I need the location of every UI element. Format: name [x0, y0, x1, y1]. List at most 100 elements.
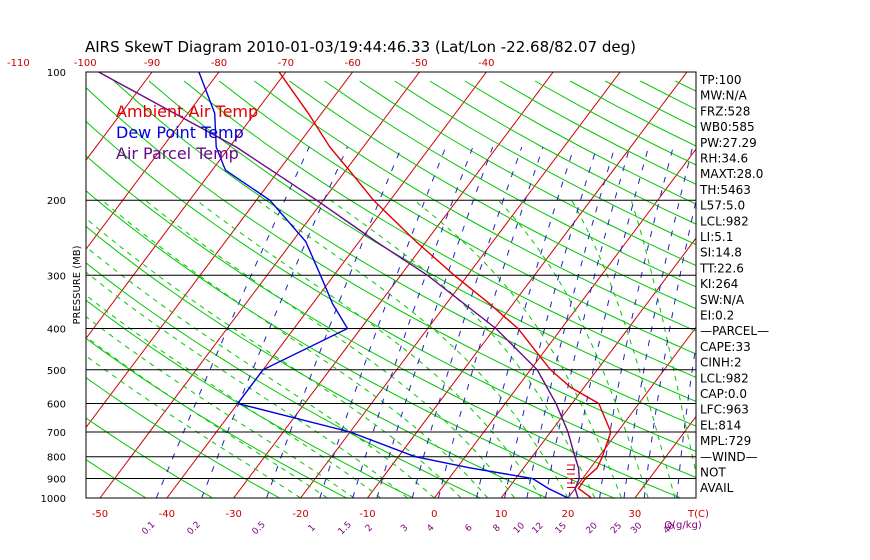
index-pw: PW:27.29	[700, 136, 757, 150]
dry-adiabat-line	[86, 337, 348, 498]
dry-adiabat-line	[218, 80, 696, 355]
index-wind: —WIND—	[700, 450, 758, 464]
bottom-tick-label: -40	[159, 509, 175, 520]
index-ei: EI:0.2	[700, 309, 734, 323]
dry-adiabat-line	[86, 299, 415, 498]
pressure-axis: 100 200 300 400 500 600 700 800 900 1000	[41, 68, 66, 505]
mixing-ratio-tick-label: 4	[425, 523, 436, 534]
index-sw: SW:N/A	[700, 293, 745, 307]
moist-adiabat-line	[101, 199, 489, 498]
index-wb0: WB0:585	[700, 120, 755, 134]
index-ki: KI:264	[700, 277, 738, 291]
index-parcel: —PARCEL—	[700, 324, 769, 338]
index-li: LI:5.1	[700, 230, 733, 244]
isotherm-line	[86, 72, 287, 340]
bottom-tick-label: -30	[226, 509, 242, 520]
mixing-ratio-line	[352, 146, 474, 498]
y-tick-label: 400	[47, 324, 66, 335]
temperature-unit-label: T(C)	[687, 509, 709, 520]
moist-adiabat-line	[86, 355, 301, 498]
dry-adiabat-grid	[0, 80, 870, 507]
bottom-tick-label: 30	[628, 509, 641, 520]
y-tick-label: 300	[47, 271, 66, 282]
dry-adiabat-line	[324, 80, 696, 288]
dry-adiabat-line	[86, 377, 281, 498]
series-line	[278, 72, 612, 498]
mixing-ratio-tick-label: 20	[585, 521, 600, 536]
index-tp: TP:100	[699, 73, 742, 87]
isotherm-line	[0, 72, 18, 498]
legend-entry: Air Parcel Temp	[116, 144, 239, 163]
dry-adiabat-line	[746, 81, 870, 507]
mixing-ratio-tick-label: 15	[554, 521, 569, 536]
y-tick-label: 900	[47, 475, 66, 486]
mixing-ratio-grid	[155, 146, 696, 498]
isotherm-line	[835, 72, 870, 498]
mixing-ratio-line	[599, 146, 674, 498]
index-lcl2: LCL:982	[700, 371, 749, 385]
index-not: NOT	[700, 466, 726, 480]
isotherm-grid	[0, 72, 870, 498]
dry-adiabat-line	[86, 225, 549, 498]
mixing-ratio-tick-label: 3	[399, 523, 410, 534]
isotherm-line	[433, 148, 696, 498]
mixing-ratio-tick-label: 12	[531, 521, 546, 536]
isotherm-line	[634, 415, 696, 498]
top-tick-label: -40	[478, 58, 494, 69]
y-tick-label: 1000	[41, 494, 66, 505]
mixing-ratio-line	[155, 146, 310, 498]
dry-adiabat-line	[499, 80, 696, 185]
dry-adiabat-line	[464, 80, 696, 205]
top-tick-label: -80	[211, 58, 227, 69]
profile-series	[98, 72, 612, 498]
index-lfc: LFC:963	[700, 403, 749, 417]
dry-adiabat-line	[86, 458, 147, 498]
mixing-ratio-tick-label: 2	[364, 523, 375, 534]
index-mw: MW:N/A	[700, 89, 748, 103]
y-tick-label: 700	[47, 428, 66, 439]
mixing-ratio-tick-label: 25	[609, 521, 624, 536]
index-l57: L57:5.0	[700, 199, 745, 213]
mixing-ratio-line	[623, 146, 694, 498]
y-tick-label: 800	[47, 453, 66, 464]
dry-adiabat-line	[359, 80, 696, 267]
dry-adiabat-line	[86, 155, 683, 498]
moist-adiabat-line	[86, 217, 462, 498]
dry-adiabat-line	[86, 417, 214, 498]
dry-adiabat-line	[289, 80, 696, 310]
dry-adiabat-line	[148, 80, 696, 402]
mixing-ratio-line	[266, 146, 402, 498]
top-tick-label: -90	[144, 58, 160, 69]
index-el: EL:814	[700, 418, 741, 432]
isotherm-line	[367, 72, 688, 498]
chart-title: AIRS SkewT Diagram 2010-01-03/19:44:46.3…	[85, 38, 636, 56]
mixing-ratio-unit-label: Q(g/kg)	[664, 520, 702, 531]
y-tick-label: 200	[47, 196, 66, 207]
index-maxt: MAXT:28.0	[700, 167, 763, 181]
top-tick-label: -100	[74, 58, 97, 69]
dry-adiabat-line	[254, 80, 696, 332]
mixing-ratio-line	[676, 342, 696, 498]
y-axis-label: PRESSURE (MB)	[72, 245, 83, 324]
mixing-ratio-line	[411, 146, 523, 498]
mixing-ratio-line	[526, 146, 616, 498]
dry-adiabat-line	[86, 120, 696, 478]
legend-entry: Ambient Air Temp	[116, 102, 258, 121]
isotherm-line	[86, 72, 220, 251]
top-tick-label: -60	[344, 58, 360, 69]
pressure-grid	[86, 72, 696, 498]
mixing-ratio-tick-label: 6	[464, 523, 475, 534]
mixing-ratio-tick-label: 10	[512, 521, 527, 536]
isotherm-line	[300, 72, 621, 498]
index-cinh: CINH:2	[700, 356, 742, 370]
mixing-ratio-tick-label: 0.2	[186, 520, 203, 537]
mixing-ratio-line	[201, 146, 348, 498]
plot-area	[0, 72, 870, 507]
index-cap: CAP:0.0	[700, 387, 747, 401]
isotherm-line	[166, 72, 487, 498]
dry-adiabat-line	[0, 81, 25, 507]
index-lcl: LCL:982	[700, 214, 749, 228]
mixing-ratio-tick-label: 1.5	[337, 520, 354, 537]
wind-barbs	[567, 464, 575, 488]
